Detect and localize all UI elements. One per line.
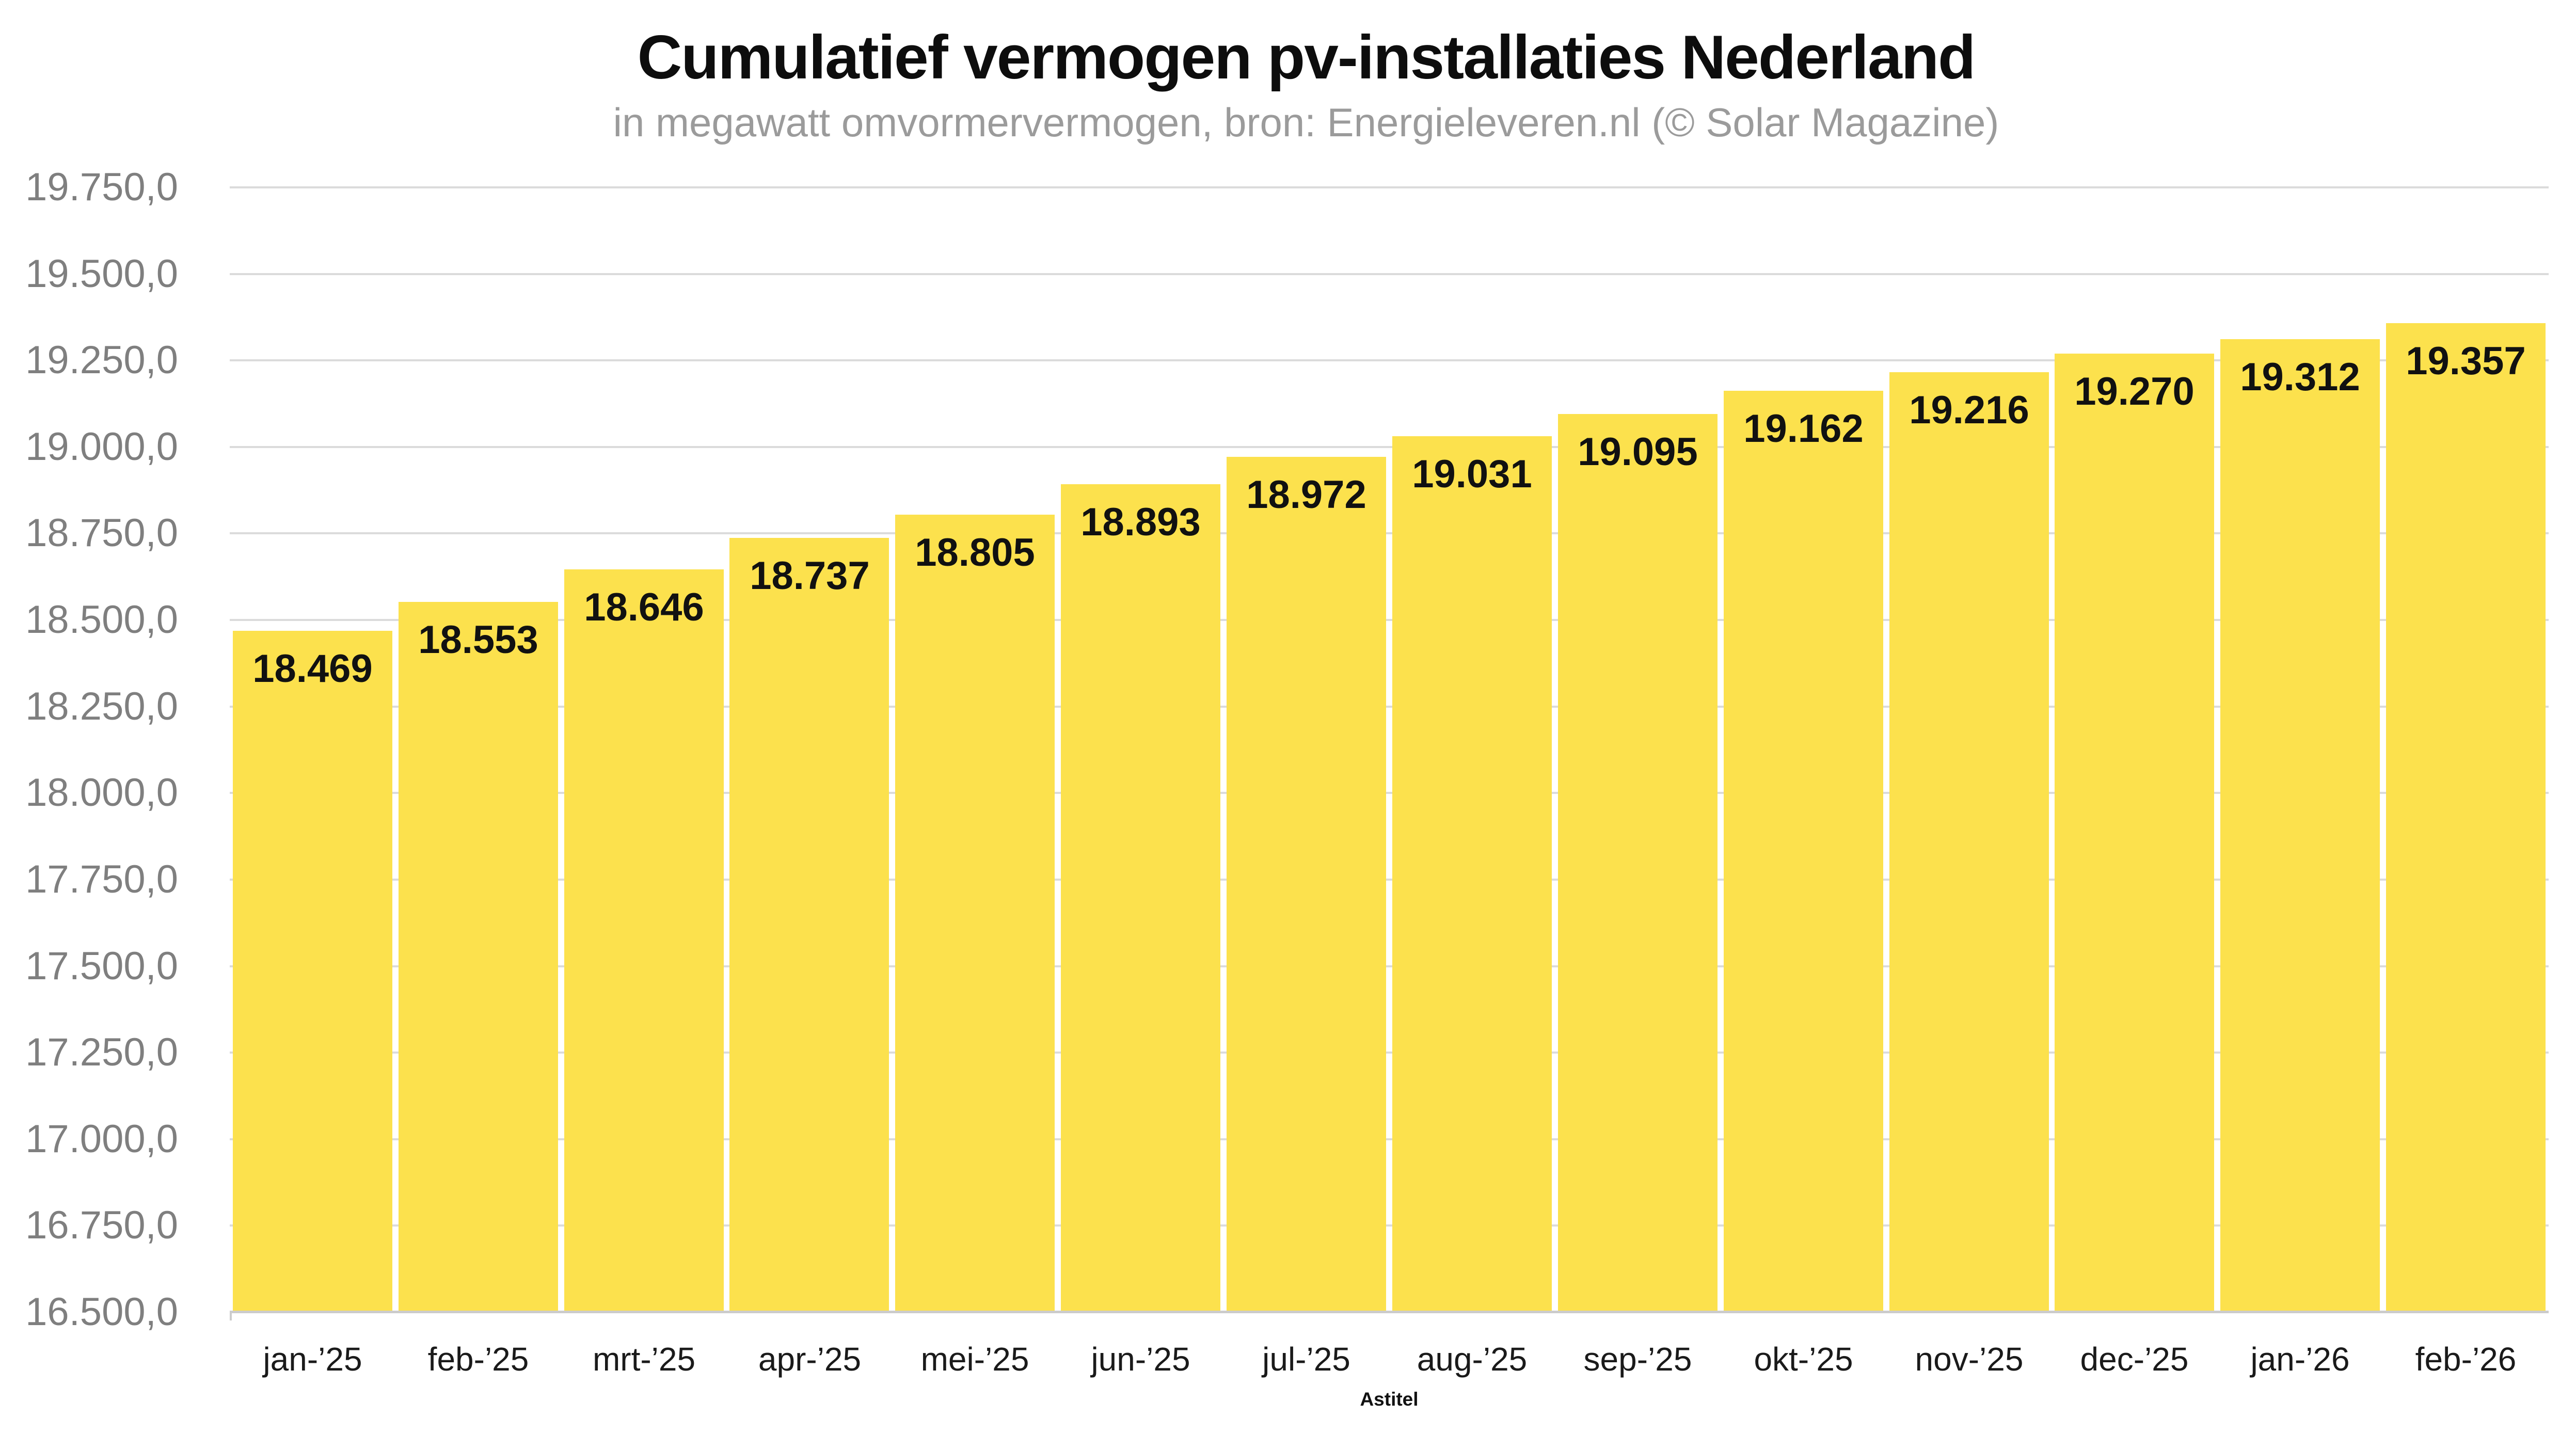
x-axis-end-tick: [230, 1312, 232, 1320]
y-tick-label-18750: 18.750,0: [25, 511, 178, 555]
y-tick-label-16750: 16.750,0: [25, 1203, 178, 1248]
y-tick-label-18250: 18.250,0: [25, 684, 178, 728]
bar-value-label-sep-25: 19.095: [1578, 430, 1698, 474]
y-tick-label-17500: 17.500,0: [25, 944, 178, 988]
gridline-19750: [230, 186, 2549, 188]
bar-value-label-feb-26: 19.357: [2406, 339, 2526, 383]
x-tick-label-jun-25: jun-’25: [1091, 1341, 1190, 1378]
bar-nov-25: [1889, 372, 2049, 1312]
bar-value-label-feb-25: 18.553: [418, 618, 538, 662]
y-tick-label-19250: 19.250,0: [25, 338, 178, 383]
x-tick-label-jul-25: jul-’25: [1262, 1341, 1350, 1378]
gridline-19250: [230, 359, 2549, 362]
x-tick-label-feb-26: feb-’26: [2415, 1341, 2517, 1378]
bar-dec-25: [2055, 354, 2214, 1312]
y-tick-label-19750: 19.750,0: [25, 165, 178, 209]
gridline-16750: [230, 1224, 2549, 1227]
bar-jul-25: [1227, 457, 1386, 1312]
y-tick-label-18500: 18.500,0: [25, 598, 178, 642]
bar-value-label-aug-25: 19.031: [1412, 452, 1532, 496]
bar-mrt-25: [564, 569, 724, 1312]
x-tick-label-mrt-25: mrt-’25: [592, 1341, 696, 1378]
bar-value-label-jan-25: 18.469: [252, 647, 373, 691]
bar-jun-25: [1061, 484, 1220, 1312]
bar-mei-25: [895, 515, 1055, 1312]
bar-aug-25: [1392, 436, 1552, 1312]
bar-feb-26: [2386, 323, 2546, 1312]
gridline-19000: [230, 445, 2549, 448]
bar-value-label-apr-25: 18.737: [750, 554, 870, 598]
bar-feb-25: [399, 602, 558, 1312]
y-tick-label-18000: 18.000,0: [25, 771, 178, 815]
chart-subtitle: in megawatt omvormervermogen, bron: Ener…: [613, 100, 1999, 145]
y-tick-label-17000: 17.000,0: [25, 1117, 178, 1161]
gridline-17750: [230, 878, 2549, 881]
x-tick-label-mei-25: mei-’25: [920, 1341, 1029, 1378]
x-tick-label-nov-25: nov-’25: [1915, 1341, 2024, 1378]
x-axis-title: Astitel: [1360, 1389, 1419, 1410]
bar-sep-25: [1558, 414, 1718, 1312]
x-tick-label-aug-25: aug-’25: [1417, 1341, 1528, 1378]
x-tick-label-okt-25: okt-’25: [1754, 1341, 1853, 1378]
gridline-17000: [230, 1138, 2549, 1140]
x-tick-label-dec-25: dec-’25: [2080, 1341, 2189, 1378]
bar-value-label-mrt-25: 18.646: [584, 585, 704, 629]
gridline-18000: [230, 792, 2549, 794]
bar-value-label-nov-25: 19.216: [1909, 388, 2029, 432]
gridline-17500: [230, 965, 2549, 967]
gridline-18250: [230, 705, 2549, 708]
gridline-18750: [230, 532, 2549, 535]
x-tick-label-jan-26: jan-’26: [2250, 1341, 2350, 1378]
y-tick-label-19500: 19.500,0: [25, 251, 178, 296]
y-tick-label-19000: 19.000,0: [25, 424, 178, 469]
bar-okt-25: [1724, 391, 1883, 1312]
bar-value-label-mei-25: 18.805: [915, 531, 1035, 575]
bar-value-label-jun-25: 18.893: [1080, 500, 1201, 544]
gridline-18500: [230, 619, 2549, 622]
bar-value-label-jul-25: 18.972: [1246, 473, 1366, 517]
bar-apr-25: [729, 538, 889, 1312]
x-tick-label-sep-25: sep-’25: [1583, 1341, 1692, 1378]
bar-jan-26: [2220, 339, 2380, 1312]
chart-title: Cumulatief vermogen pv-installaties Nede…: [637, 23, 1976, 92]
y-tick-label-17250: 17.250,0: [25, 1030, 178, 1075]
y-tick-label-16500: 16.500,0: [25, 1290, 178, 1334]
bar-value-label-okt-25: 19.162: [1743, 407, 1864, 451]
y-tick-label-17750: 17.750,0: [25, 857, 178, 901]
gridline-19500: [230, 273, 2549, 275]
bar-value-label-jan-26: 19.312: [2240, 355, 2360, 399]
x-axis-line: [230, 1311, 2549, 1313]
x-tick-label-jan-25: jan-’25: [263, 1341, 362, 1378]
bar-value-label-dec-25: 19.270: [2074, 370, 2195, 413]
x-tick-label-feb-25: feb-’25: [427, 1341, 529, 1378]
plot-area: [230, 186, 2549, 1320]
bar-jan-25: [233, 631, 392, 1312]
gridline-17250: [230, 1052, 2549, 1054]
x-tick-label-apr-25: apr-’25: [758, 1341, 862, 1378]
